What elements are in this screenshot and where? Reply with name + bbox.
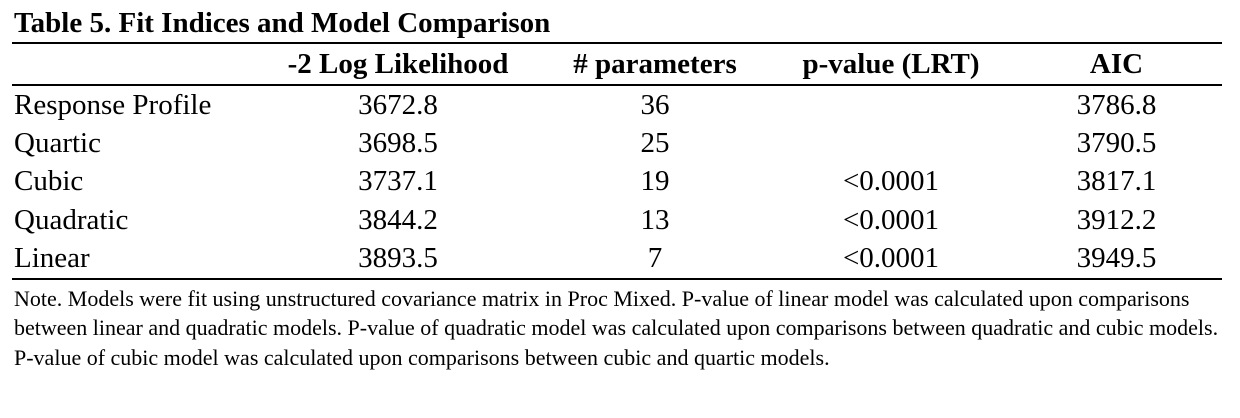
- cell-aic: 3786.8: [1076, 88, 1157, 121]
- cell-pvalue: [771, 124, 1011, 162]
- cell-aic: 3912.2: [1076, 203, 1157, 236]
- cell-neg2ll: 3698.5: [358, 127, 438, 160]
- cell-neg2ll: 3737.1: [358, 165, 438, 198]
- cell-aic: 3949.5: [1076, 242, 1157, 275]
- column-header-model: [12, 43, 257, 85]
- cell-neg2ll: 3893.5: [358, 242, 438, 275]
- table-row: Cubic 3737.1 19 <0.0001 3817.1: [12, 163, 1222, 201]
- cell-neg2ll: 3844.2: [358, 203, 438, 236]
- cell-pvalue: <0.0001: [842, 203, 940, 236]
- cell-pvalue: <0.0001: [842, 242, 940, 275]
- row-label: Quadratic: [14, 203, 129, 236]
- cell-aic: 3817.1: [1076, 165, 1157, 198]
- table-row: Response Profile 3672.8 36 3786.8: [12, 85, 1222, 124]
- cell-aic: 3790.5: [1076, 127, 1157, 160]
- table-title: Table 5. Fit Indices and Model Compariso…: [14, 7, 551, 39]
- cell-params: 19: [640, 165, 670, 198]
- table-row: Linear 3893.5 7 <0.0001 3949.5: [12, 240, 1222, 279]
- table-note: Note. Models were fit using unstructured…: [14, 285, 1219, 370]
- column-header-pvalue: p-value (LRT): [802, 47, 980, 80]
- column-header-params: # parameters: [573, 47, 737, 80]
- cell-params: 36: [640, 88, 670, 121]
- column-header-aic: AIC: [1089, 47, 1144, 80]
- cell-neg2ll: 3672.8: [358, 88, 438, 121]
- cell-pvalue: <0.0001: [842, 165, 940, 198]
- table-row: Quartic 3698.5 25 3790.5: [12, 124, 1222, 162]
- cell-params: 13: [640, 203, 670, 236]
- cell-params: 25: [640, 127, 670, 160]
- table-row: Quadratic 3844.2 13 <0.0001 3912.2: [12, 201, 1222, 239]
- row-label: Quartic: [14, 127, 101, 160]
- cell-pvalue: [771, 85, 1011, 124]
- row-label: Linear: [14, 242, 90, 275]
- header-row: -2 Log Likelihood # parameters p-value (…: [12, 43, 1222, 85]
- row-label: Cubic: [14, 165, 84, 198]
- column-header-neg2ll: -2 Log Likelihood: [287, 47, 509, 80]
- table-figure: Table 5. Fit Indices and Model Compariso…: [12, 4, 1222, 372]
- cell-params: 7: [647, 242, 663, 275]
- fit-indices-table: -2 Log Likelihood # parameters p-value (…: [12, 42, 1222, 280]
- row-label: Response Profile: [14, 88, 212, 121]
